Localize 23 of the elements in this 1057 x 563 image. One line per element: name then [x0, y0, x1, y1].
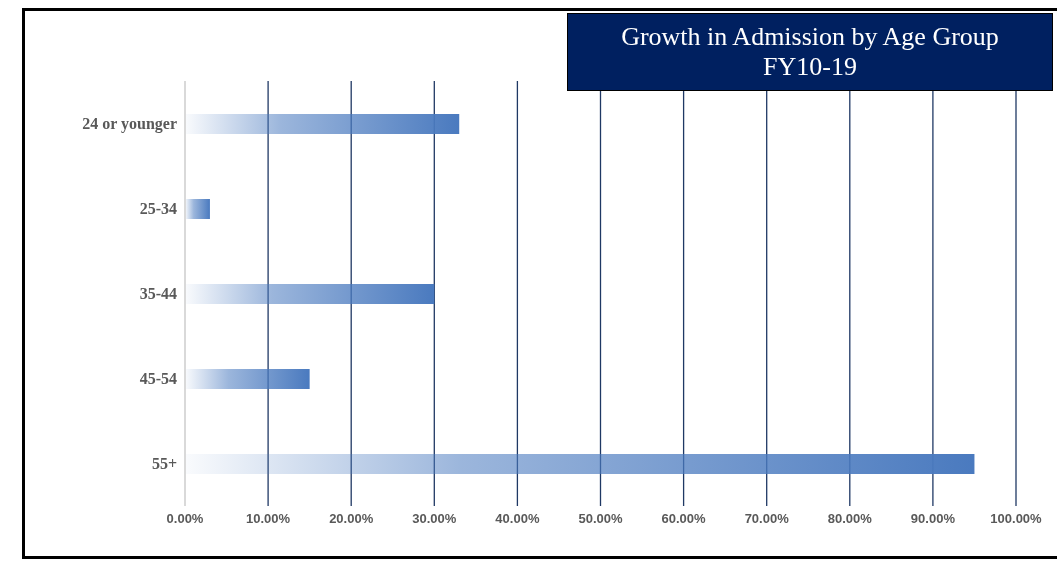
bar [185, 114, 460, 134]
x-tick-label: 80.00% [827, 511, 873, 527]
y-tick-label: 45-54 [139, 370, 177, 388]
chart-title: Growth in Admission by Age Group FY10-19 [620, 22, 1000, 82]
x-tick-label: 20.00% [329, 511, 374, 527]
x-tick-label: 100.00% [990, 511, 1043, 527]
bar [185, 369, 310, 389]
y-tick-label: 24 or younger [82, 115, 177, 134]
y-tick-label: 25-34 [139, 200, 177, 218]
x-tick-label: 30.00% [412, 511, 457, 527]
x-tick-label: 10.00% [246, 511, 291, 527]
y-tick-label: 35-44 [139, 285, 177, 303]
x-tick-label: 70.00% [744, 511, 790, 527]
x-tick-label: 0.00% [166, 511, 204, 527]
bar [185, 199, 210, 219]
x-tick-label: 60.00% [661, 511, 707, 527]
x-tick-label: 90.00% [910, 511, 956, 527]
x-tick-label: 50.00% [578, 511, 623, 527]
x-tick-label: 40.00% [495, 511, 540, 527]
y-tick-label: 55+ [151, 455, 177, 473]
title-box: Growth in Admission by Age Group FY10-19 [567, 13, 1053, 91]
bar [185, 284, 435, 304]
bar [185, 454, 975, 474]
